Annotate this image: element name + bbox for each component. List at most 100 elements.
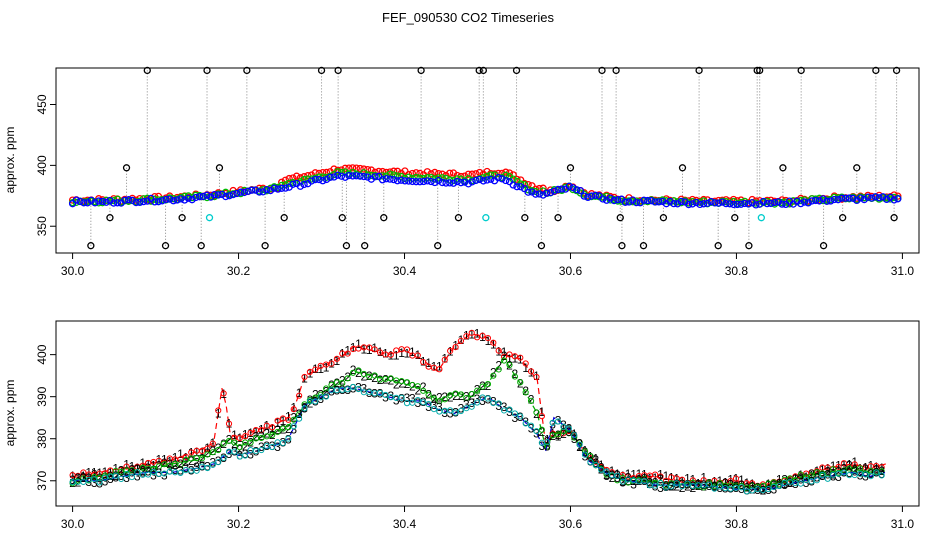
ch3-point (692, 198, 700, 207)
calibration-point (757, 214, 765, 222)
ch3-point (278, 184, 286, 192)
series-1-marker: 1 (592, 452, 599, 466)
series-1-point (220, 390, 227, 397)
series-1-marker: 1 (706, 477, 713, 491)
outlier-point (317, 66, 326, 75)
ch3-point (838, 194, 846, 202)
series-2-marker: 2 (301, 401, 308, 415)
series-3-marker: 3 (684, 477, 691, 491)
series-1-marker: 1 (781, 477, 788, 491)
series-2-marker: 2 (425, 388, 432, 402)
series-3-point (705, 481, 713, 488)
outlier-point (797, 66, 805, 75)
series-2-marker: 2 (787, 476, 794, 490)
series-1-point (366, 344, 373, 351)
ch2-point (479, 174, 488, 182)
series-1-marker: 1 (657, 468, 664, 482)
x-tick-label: 30.8 (725, 517, 749, 531)
ch3-point (438, 178, 446, 187)
series-1-point (101, 470, 109, 477)
series-1-marker: 1 (118, 464, 125, 478)
series-1-point (517, 354, 524, 361)
ch3-point (632, 198, 641, 207)
series-2-marker: 2 (544, 435, 551, 449)
ch3-point (177, 195, 185, 203)
ch3-point (248, 186, 256, 194)
series-3-marker: 3 (673, 477, 680, 491)
series-1-point (495, 347, 502, 354)
series-2-marker: 2 (280, 423, 287, 437)
series-2-point (565, 430, 572, 437)
series-2-point (581, 448, 589, 455)
ch3-point (517, 183, 525, 191)
ch3-point (352, 172, 361, 180)
ch3-point (427, 177, 435, 186)
series-2-marker: 2 (479, 379, 486, 393)
ch2-point (341, 168, 349, 176)
series-1-marker: 1 (69, 469, 76, 483)
series-2-marker: 2 (862, 462, 869, 476)
ch3-point (591, 191, 600, 199)
series-3-point (376, 389, 384, 397)
ch3-point (274, 185, 282, 193)
series-3-marker: 3 (819, 469, 826, 483)
series-3-marker: 3 (409, 391, 416, 405)
series-1-marker: 1 (862, 460, 869, 474)
series-1-marker: 1 (668, 471, 675, 485)
ch2-point (367, 171, 375, 180)
series-2-marker: 2 (781, 472, 788, 486)
series-2-point (560, 427, 567, 435)
series-2-point (770, 479, 777, 486)
ch3-point (808, 197, 816, 205)
series-3-marker: 3 (334, 384, 341, 398)
ch3-point (457, 179, 465, 187)
series-3-point (824, 475, 831, 482)
ch1-point (319, 168, 327, 177)
series-1-marker: 1 (549, 426, 556, 440)
series-1-point (182, 453, 189, 460)
ch2-point (266, 184, 275, 192)
series-3-marker: 3 (199, 459, 206, 473)
series-1-marker: 1 (614, 467, 621, 481)
ch3-point (449, 179, 458, 187)
series-3-point (797, 480, 804, 487)
ch1-point (341, 164, 349, 172)
series-3-point (344, 386, 351, 393)
series-3-marker: 3 (474, 392, 481, 406)
ch3-point (576, 186, 585, 195)
y-axis-label: approx. ppm (3, 127, 17, 194)
series-1-point (188, 449, 195, 456)
series-3-marker: 3 (603, 469, 610, 483)
series-3-point (430, 405, 438, 413)
outlier-point (537, 242, 546, 250)
series-1-point (263, 422, 270, 429)
series-2-marker: 2 (657, 472, 664, 486)
x-tick-label: 30.6 (559, 517, 583, 531)
series-3-point (474, 399, 481, 406)
series-2-marker: 2 (690, 481, 697, 495)
series-2-marker: 2 (177, 457, 184, 471)
series-3-marker: 3 (274, 440, 281, 454)
series-3-point (565, 425, 572, 432)
outlier-point (853, 164, 861, 172)
series-2-point (258, 434, 265, 442)
series-2-point (527, 397, 535, 404)
series-2-marker: 2 (215, 441, 222, 455)
series-2-marker: 2 (830, 467, 837, 481)
ch3-point (871, 193, 880, 201)
series-1-marker: 1 (344, 343, 351, 357)
ch3-point (378, 176, 387, 184)
series-3-point (242, 452, 249, 459)
series-1-marker: 1 (873, 460, 880, 474)
ch3-point (737, 200, 745, 208)
outlier-point (479, 66, 488, 75)
ch3-point (244, 187, 252, 195)
ch3-point (136, 198, 144, 207)
outlier-point (731, 214, 739, 222)
series-3-marker: 3 (247, 448, 254, 462)
series-2-marker: 2 (328, 378, 335, 392)
outlier-point (890, 214, 898, 222)
series-1-point (732, 475, 740, 482)
series-3-marker: 3 (797, 472, 804, 486)
series-1-marker: 1 (382, 347, 389, 361)
